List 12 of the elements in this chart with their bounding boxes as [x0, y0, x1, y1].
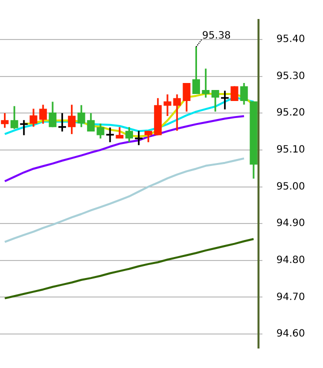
y-tick-label: 95.10	[276, 144, 306, 156]
y-tick-label: 95.00	[276, 181, 306, 192]
candlestick	[20, 120, 28, 136]
y-tick-label: 94.70	[276, 292, 306, 303]
y-tick-label: 95.30	[276, 70, 306, 82]
annotation: 95.38	[202, 30, 231, 42]
y-tick-label: 94.90	[276, 218, 306, 230]
candlestick	[106, 128, 114, 142]
y-tick-label: 94.80	[276, 254, 306, 266]
y-tick-label: 95.40	[276, 34, 306, 46]
y-tick-label: 95.20	[276, 108, 306, 119]
y-tick-label: 94.60	[276, 328, 306, 340]
